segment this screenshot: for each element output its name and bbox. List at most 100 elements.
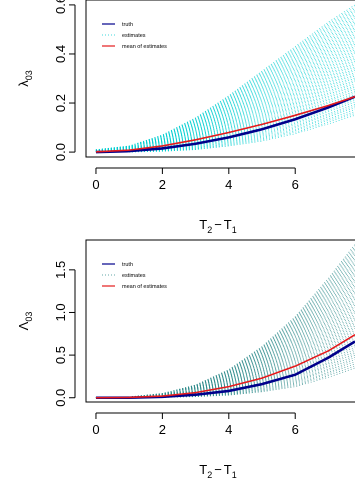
x-axis-label-part: 2 [207,470,212,480]
estimate-line [95,49,355,151]
estimate-line [95,92,355,152]
estimate-line [95,294,355,399]
x-tick-label: 6 [292,177,299,192]
estimate-line [95,292,355,399]
estimate-line [95,70,355,152]
estimate-line [95,113,355,153]
x-axis-label-part: 2 [207,225,212,235]
estimate-line [95,317,355,399]
legend-entry: mean of estimates [122,44,167,50]
estimate-line [95,32,355,151]
estimate-line [95,262,355,399]
x-tick-label: 4 [225,177,232,192]
estimate-line [95,319,355,399]
x-axis-label-part: 1 [232,470,237,480]
estimate-line [95,45,355,151]
estimate-line [95,334,355,399]
estimate-line [95,308,355,399]
estimate-line [95,329,355,399]
estimate-line [95,19,355,151]
estimate-line [95,53,355,152]
estimate-line [95,338,355,399]
estimate-line [95,304,355,399]
estimate-line [95,105,355,153]
estimate-line [95,109,355,153]
estimate-line [95,273,355,399]
estimate-line [95,8,355,151]
estimate-line [95,361,355,399]
x-tick-label: 0 [92,422,99,437]
legend: truth estimates mean of estimates [102,22,167,50]
plot-frame [85,0,355,158]
estimate-line [95,311,355,399]
estimate-line [95,55,355,152]
x-tick-label: 2 [159,177,166,192]
estimate-line [95,51,355,151]
x-tick-label: 2 [159,422,166,437]
y-tick-label: 0.2 [53,94,68,112]
estimate-line [95,60,355,152]
estimate-line [95,42,355,151]
estimate-line [95,302,355,399]
estimate-line [95,83,355,152]
estimate-line [95,277,355,399]
estimate-line [95,85,355,152]
series-group [95,4,355,154]
estimate-line [95,275,355,399]
estimate-line [95,111,355,153]
y-tick-label: 0.5 [53,346,68,364]
y-axis-label-subscript: 03 [24,312,34,322]
y-axis-label-symbol: Λ [16,321,31,330]
x-axis: 0 2 4 6 [92,412,299,437]
x-tick-label: 0 [92,177,99,192]
estimate-line [95,107,355,153]
x-axis: 0 2 4 6 [92,167,299,192]
estimate-line [95,66,355,152]
x-axis-label-part: T [199,462,207,477]
estimate-line [95,296,355,399]
estimate-line [95,267,355,399]
estimate-line [95,357,355,399]
legend-entry: mean of estimates [122,284,167,290]
estimate-line [95,10,355,151]
estimate-line [95,359,355,399]
series-group [95,244,355,400]
x-axis-label: T2− T1 [199,462,237,480]
y-axis: 0.0 0.2 0.4 0.6 [53,0,76,161]
estimate-line [95,248,355,399]
legend-entry: truth [122,22,133,28]
estimate-line [95,265,355,399]
estimate-line [95,43,355,151]
x-axis-label-part: − [214,217,222,232]
estimate-line [95,103,355,153]
estimate-line [95,281,355,399]
estimate-line [95,363,355,399]
estimate-line [95,367,355,399]
estimate-line [95,315,355,399]
y-tick-label: 0.0 [53,143,68,161]
estimate-line [95,115,355,153]
estimate-line [95,101,355,153]
y-tick-label: 0.6 [53,0,68,14]
mean-of-estimates-line [95,95,355,153]
estimate-line [95,17,355,151]
x-axis-label-part: 1 [232,225,237,235]
estimate-line [95,365,355,399]
legend-entry: estimates [122,273,146,279]
x-tick-label: 6 [292,422,299,437]
y-axis-label: Λ03 [16,312,34,331]
truth-line [95,95,355,154]
estimate-line [95,336,355,399]
estimate-line [95,327,355,399]
estimate-line [95,258,355,399]
estimate-line [95,4,355,150]
legend-entry: truth [122,262,133,268]
y-tick-label: 0.4 [53,45,68,63]
y-tick-label: 1.5 [53,261,68,279]
estimate-line [95,260,355,399]
estimate-line [95,279,355,399]
estimate-line [95,47,355,151]
estimate-line [95,313,355,399]
